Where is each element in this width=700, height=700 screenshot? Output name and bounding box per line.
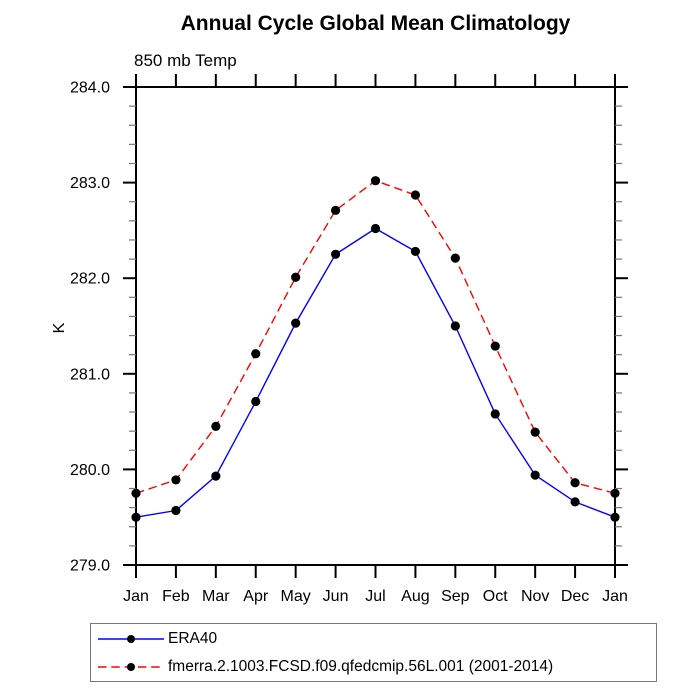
- x-tick-label: Dec: [561, 588, 589, 605]
- data-point-marker: [330, 249, 341, 259]
- data-point-marker: [211, 421, 221, 431]
- y-tick-label: 280.0: [70, 462, 110, 479]
- x-tick-label: Nov: [521, 588, 549, 605]
- y-tick-label: 281.0: [70, 366, 110, 383]
- data-point-marker: [570, 478, 580, 488]
- legend: ERA40 fmerra.2.1003.FCSD.f09.qfedcmip.56…: [90, 623, 657, 682]
- data-series: [131, 176, 620, 522]
- y-tick-label: 279.0: [70, 558, 110, 575]
- data-point-marker: [530, 427, 540, 437]
- y-tick-label: 284.0: [70, 80, 110, 97]
- data-point-marker: [490, 409, 500, 419]
- legend-label-fmerra: fmerra.2.1003.FCSD.f09.qfedcmip.56L.001 …: [168, 657, 554, 675]
- legend-marker-dot: [127, 634, 135, 643]
- data-point-marker: [410, 246, 421, 257]
- data-point-marker: [330, 205, 341, 215]
- y-axis-label: K: [51, 322, 68, 333]
- plot-subtitle: 850 mb Temp: [134, 51, 237, 70]
- data-point-marker: [211, 471, 221, 481]
- x-tick-label: Aug: [401, 588, 429, 605]
- x-tick-label: Jul: [365, 588, 385, 605]
- series-line-era40: [135, 227, 616, 518]
- legend-line-sample-era40: [98, 634, 164, 643]
- x-tick-label: Oct: [483, 588, 508, 605]
- y-major-ticks: [123, 86, 628, 566]
- x-ticks: [135, 74, 616, 578]
- page-title: Annual Cycle Global Mean Climatology: [180, 12, 571, 35]
- data-point-marker: [370, 223, 381, 234]
- data-point-marker: [251, 349, 261, 359]
- data-point-marker: [171, 475, 181, 485]
- y-tick-label: 282.0: [70, 271, 110, 288]
- data-point-marker: [450, 253, 460, 263]
- x-tick-label: Apr: [243, 588, 269, 605]
- x-tick-labels: Jan Feb Mar Apr May Jun Jul Aug Sep Oct Nov Dec Jan: [123, 588, 628, 605]
- x-tick-label: Sep: [441, 588, 470, 605]
- data-point-marker: [370, 176, 381, 186]
- legend-line-sample-fmerra: [98, 662, 164, 671]
- data-point-marker: [291, 272, 301, 282]
- x-tick-label: Jan: [602, 588, 628, 605]
- x-tick-label: Jun: [323, 588, 349, 605]
- legend-marker-dot: [127, 662, 135, 671]
- data-point-marker: [131, 512, 141, 522]
- plot-frame: [135, 86, 616, 566]
- x-tick-label: Jan: [123, 588, 149, 605]
- data-point-marker: [610, 512, 620, 522]
- data-point-marker: [131, 488, 141, 498]
- axis-frame: [135, 86, 616, 566]
- data-point-marker: [610, 488, 620, 498]
- y-axis-title: K: [51, 322, 68, 333]
- data-point-marker: [410, 190, 421, 200]
- y-tick-label: 283.0: [70, 175, 110, 192]
- legend-item-era40: ERA40: [98, 625, 656, 653]
- y-minor-ticks: [129, 105, 622, 547]
- y-tick-labels: 279.0 280.0 281.0 282.0 283.0 284.0: [70, 80, 110, 575]
- data-point-marker: [530, 470, 540, 480]
- data-point-marker: [570, 497, 580, 507]
- x-tick-label: May: [281, 588, 311, 605]
- legend-item-fmerra: fmerra.2.1003.FCSD.f09.qfedcmip.56L.001 …: [98, 653, 656, 681]
- data-point-marker: [171, 505, 181, 516]
- data-point-marker: [490, 341, 500, 351]
- x-tick-label: Feb: [162, 588, 190, 605]
- legend-label-era40: ERA40: [168, 629, 218, 647]
- x-tick-label: Mar: [202, 588, 230, 605]
- data-point-marker: [450, 321, 460, 331]
- data-point-marker: [291, 318, 301, 328]
- data-point-marker: [251, 396, 261, 407]
